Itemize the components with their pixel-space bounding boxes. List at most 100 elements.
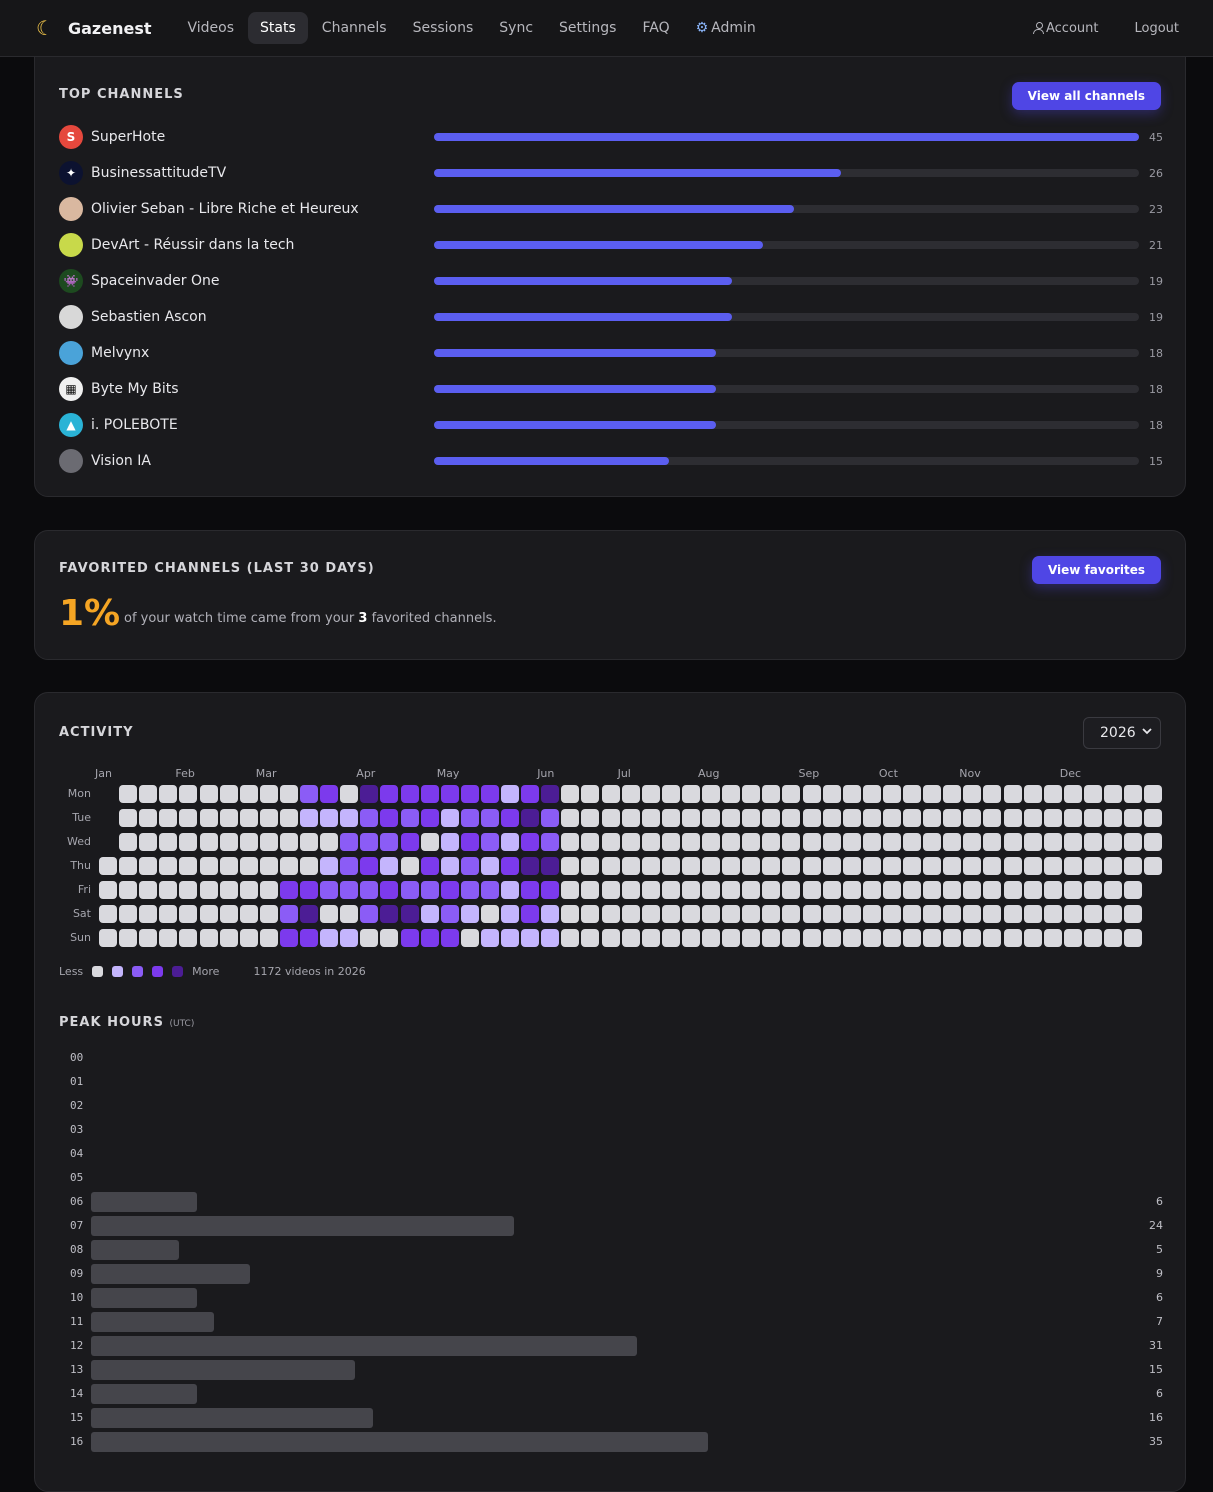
heatmap-cell[interactable] <box>400 833 419 851</box>
heatmap-cell[interactable] <box>420 881 439 899</box>
heatmap-cell[interactable] <box>259 857 278 875</box>
heatmap-cell[interactable] <box>199 881 218 899</box>
heatmap-cell[interactable] <box>219 857 238 875</box>
heatmap-cell[interactable] <box>681 833 700 851</box>
heatmap-cell[interactable] <box>1043 929 1062 947</box>
heatmap-cell[interactable] <box>159 785 178 803</box>
heatmap-cell[interactable] <box>440 833 459 851</box>
heatmap-cell[interactable] <box>340 785 359 803</box>
nav-item-videos[interactable]: Videos <box>187 20 235 36</box>
heatmap-cell[interactable] <box>199 833 218 851</box>
heatmap-cell[interactable] <box>1043 857 1062 875</box>
heatmap-cell[interactable] <box>1023 857 1042 875</box>
heatmap-cell[interactable] <box>782 857 801 875</box>
heatmap-cell[interactable] <box>199 785 218 803</box>
heatmap-cell[interactable] <box>259 929 278 947</box>
heatmap-cell[interactable] <box>1043 809 1062 827</box>
heatmap-cell[interactable] <box>702 833 720 851</box>
heatmap-cell[interactable] <box>1144 809 1163 827</box>
heatmap-cell[interactable] <box>259 785 278 803</box>
heatmap-cell[interactable] <box>219 905 238 923</box>
heatmap-cell[interactable] <box>983 857 1002 875</box>
heatmap-cell[interactable] <box>782 881 801 899</box>
heatmap-cell[interactable] <box>1083 929 1102 947</box>
heatmap-cell[interactable] <box>219 785 238 803</box>
year-select[interactable]: 2026 <box>1083 717 1161 749</box>
heatmap-cell[interactable] <box>320 833 339 851</box>
heatmap-cell[interactable] <box>99 857 117 875</box>
heatmap-cell[interactable] <box>621 785 640 803</box>
heatmap-cell[interactable] <box>882 929 901 947</box>
heatmap-cell[interactable] <box>882 881 901 899</box>
nav-item-stats[interactable]: Stats <box>248 12 308 44</box>
heatmap-cell[interactable] <box>862 905 881 923</box>
heatmap-cell[interactable] <box>782 905 801 923</box>
heatmap-cell[interactable] <box>139 929 158 947</box>
heatmap-cell[interactable] <box>1023 905 1042 923</box>
nav-item-faq[interactable]: FAQ <box>642 20 670 36</box>
heatmap-cell[interactable] <box>99 929 117 947</box>
heatmap-cell[interactable] <box>239 809 258 827</box>
channel-name[interactable]: Olivier Seban - Libre Riche et Heureux <box>91 201 359 217</box>
heatmap-cell[interactable] <box>702 809 720 827</box>
heatmap-cell[interactable] <box>722 785 741 803</box>
heatmap-cell[interactable] <box>300 809 318 827</box>
heatmap-cell[interactable] <box>199 809 218 827</box>
heatmap-cell[interactable] <box>923 905 942 923</box>
heatmap-cell[interactable] <box>862 809 881 827</box>
heatmap-cell[interactable] <box>762 785 781 803</box>
heatmap-cell[interactable] <box>903 857 921 875</box>
heatmap-cell[interactable] <box>762 905 781 923</box>
heatmap-cell[interactable] <box>99 905 117 923</box>
heatmap-cell[interactable] <box>943 785 962 803</box>
heatmap-cell[interactable] <box>541 857 560 875</box>
heatmap-cell[interactable] <box>139 785 158 803</box>
heatmap-cell[interactable] <box>762 809 781 827</box>
heatmap-cell[interactable] <box>1124 833 1143 851</box>
heatmap-cell[interactable] <box>279 881 298 899</box>
view-all-channels-button[interactable]: View all channels <box>1011 82 1161 110</box>
heatmap-cell[interactable] <box>762 833 781 851</box>
heatmap-cell[interactable] <box>199 905 218 923</box>
channel-name[interactable]: i. POLEBOTE <box>91 417 178 433</box>
channel-name[interactable]: SuperHote <box>91 129 166 145</box>
heatmap-cell[interactable] <box>903 833 921 851</box>
heatmap-cell[interactable] <box>340 929 359 947</box>
heatmap-cell[interactable] <box>1003 857 1022 875</box>
heatmap-cell[interactable] <box>842 905 861 923</box>
heatmap-cell[interactable] <box>380 929 399 947</box>
heatmap-cell[interactable] <box>842 833 861 851</box>
heatmap-cell[interactable] <box>159 881 178 899</box>
heatmap-cell[interactable] <box>641 857 660 875</box>
channel-name[interactable]: Melvynx <box>91 345 150 361</box>
heatmap-cell[interactable] <box>320 785 339 803</box>
heatmap-cell[interactable] <box>842 929 861 947</box>
heatmap-cell[interactable] <box>943 881 962 899</box>
heatmap-cell[interactable] <box>1083 809 1102 827</box>
heatmap-cell[interactable] <box>279 929 298 947</box>
heatmap-cell[interactable] <box>501 809 519 827</box>
heatmap-cell[interactable] <box>119 833 138 851</box>
heatmap-cell[interactable] <box>742 785 761 803</box>
heatmap-cell[interactable] <box>722 929 741 947</box>
heatmap-cell[interactable] <box>179 809 198 827</box>
heatmap-cell[interactable] <box>882 809 901 827</box>
heatmap-cell[interactable] <box>420 905 439 923</box>
heatmap-cell[interactable] <box>440 905 459 923</box>
heatmap-cell[interactable] <box>601 785 620 803</box>
heatmap-cell[interactable] <box>702 881 720 899</box>
heatmap-cell[interactable] <box>1023 929 1042 947</box>
heatmap-cell[interactable] <box>179 881 198 899</box>
heatmap-cell[interactable] <box>702 929 720 947</box>
heatmap-cell[interactable] <box>1104 929 1122 947</box>
heatmap-cell[interactable] <box>239 881 258 899</box>
heatmap-cell[interactable] <box>420 785 439 803</box>
heatmap-cell[interactable] <box>440 881 459 899</box>
heatmap-cell[interactable] <box>943 833 962 851</box>
heatmap-cell[interactable] <box>882 857 901 875</box>
heatmap-cell[interactable] <box>903 929 921 947</box>
account-link[interactable]: Account <box>1032 21 1098 36</box>
heatmap-cell[interactable] <box>581 857 600 875</box>
heatmap-cell[interactable] <box>380 785 399 803</box>
heatmap-cell[interactable] <box>239 833 258 851</box>
